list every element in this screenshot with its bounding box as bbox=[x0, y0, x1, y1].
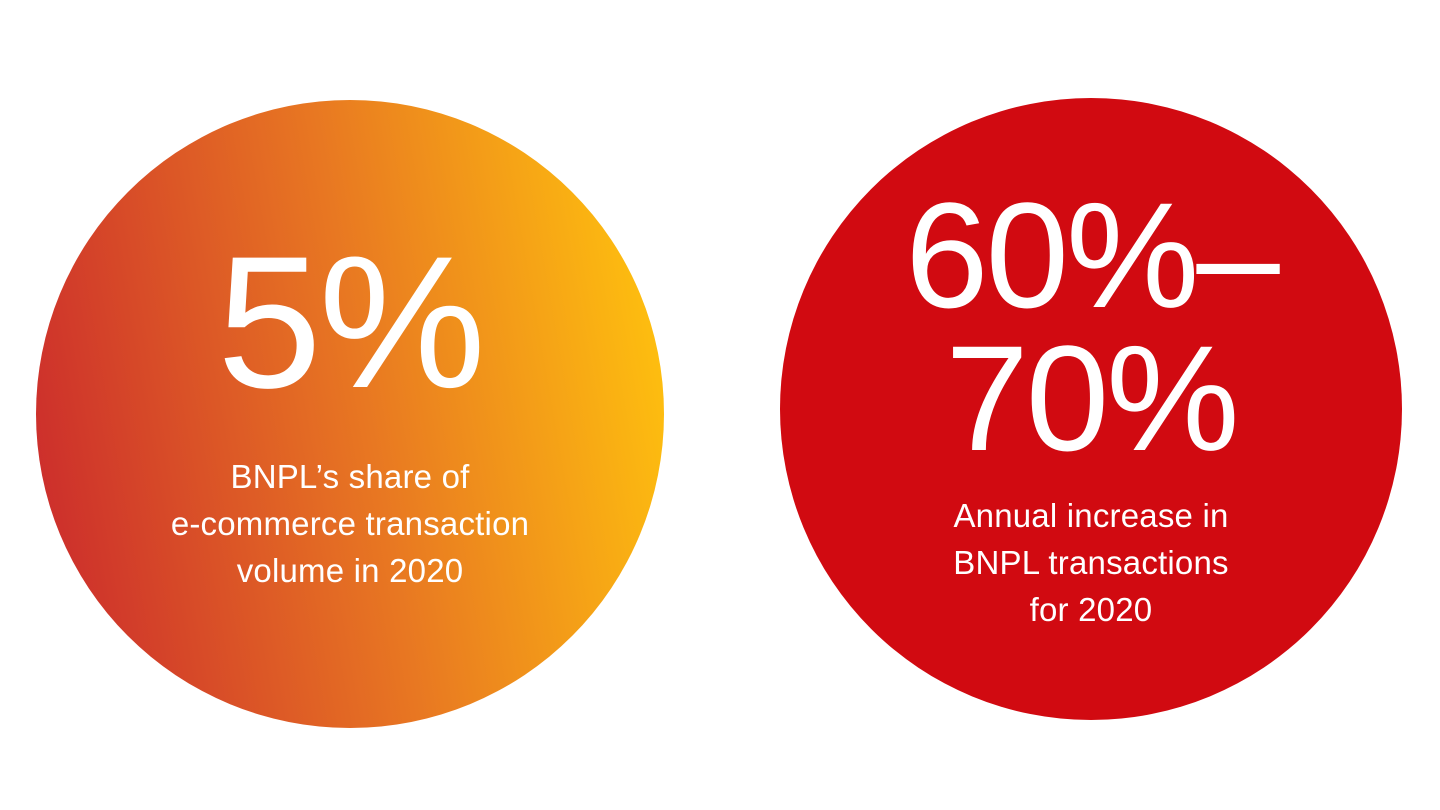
stat-label-line: for 2020 bbox=[1029, 590, 1153, 628]
stat-value-text: 5% bbox=[217, 217, 486, 428]
stat-value-text: 70% bbox=[945, 313, 1239, 482]
stat-value-text: 60%– bbox=[905, 171, 1280, 340]
stat-label-line: BNPL’s share of bbox=[230, 458, 470, 495]
stat-label-bnpl-share: BNPL’s share of e-commerce transaction v… bbox=[171, 454, 529, 595]
stat-value-bnpl-share: 5% bbox=[217, 217, 486, 428]
stat-label-line: Annual increase in bbox=[953, 497, 1229, 535]
stat-value-bnpl-growth: 60%– 70% bbox=[905, 171, 1280, 482]
stat-circle-bnpl-share: 5% BNPL’s share of e-commerce transactio… bbox=[36, 100, 664, 728]
stat-label-bnpl-growth: Annual increase in BNPL transactions for… bbox=[953, 493, 1228, 634]
stat-label-line: volume in 2020 bbox=[236, 551, 464, 589]
stat-label-line: e-commerce transaction bbox=[170, 504, 530, 542]
stat-circle-bnpl-growth: 60%– 70% Annual increase in BNPL transac… bbox=[780, 98, 1402, 720]
stat-label-line: BNPL transactions bbox=[953, 544, 1229, 582]
